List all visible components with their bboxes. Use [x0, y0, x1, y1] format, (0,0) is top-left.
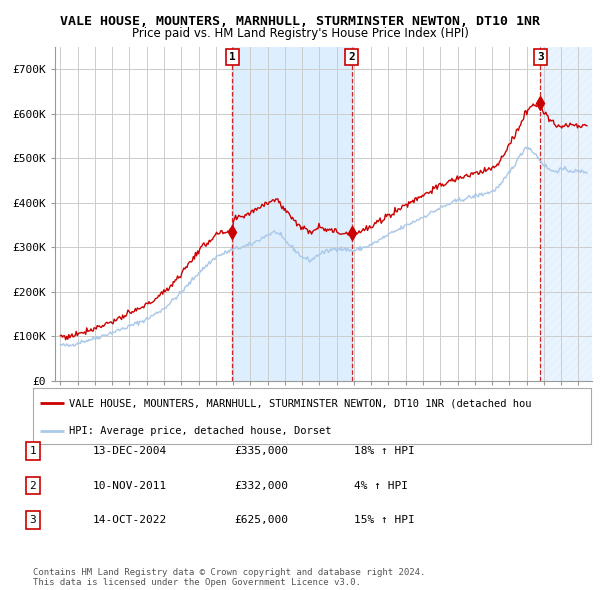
- Text: 2: 2: [29, 481, 37, 490]
- Text: VALE HOUSE, MOUNTERS, MARNHULL, STURMINSTER NEWTON, DT10 1NR (detached hou: VALE HOUSE, MOUNTERS, MARNHULL, STURMINS…: [69, 398, 532, 408]
- Text: Price paid vs. HM Land Registry's House Price Index (HPI): Price paid vs. HM Land Registry's House …: [131, 27, 469, 40]
- Bar: [540, 47, 592, 381]
- Text: HPI: Average price, detached house, Dorset: HPI: Average price, detached house, Dors…: [69, 427, 332, 437]
- Text: £335,000: £335,000: [234, 446, 288, 455]
- Text: 14-OCT-2022: 14-OCT-2022: [93, 516, 167, 525]
- Text: 18% ↑ HPI: 18% ↑ HPI: [354, 446, 415, 455]
- Text: Contains HM Land Registry data © Crown copyright and database right 2024.
This d: Contains HM Land Registry data © Crown c…: [33, 568, 425, 587]
- Text: 3: 3: [29, 516, 37, 525]
- Text: 10-NOV-2011: 10-NOV-2011: [93, 481, 167, 490]
- Text: 4% ↑ HPI: 4% ↑ HPI: [354, 481, 408, 490]
- Text: 3: 3: [537, 52, 544, 61]
- Text: 13-DEC-2004: 13-DEC-2004: [93, 446, 167, 455]
- Text: £625,000: £625,000: [234, 516, 288, 525]
- Bar: [232, 47, 352, 381]
- Text: 15% ↑ HPI: 15% ↑ HPI: [354, 516, 415, 525]
- Text: 1: 1: [29, 446, 37, 455]
- Text: 2: 2: [348, 52, 355, 61]
- Text: VALE HOUSE, MOUNTERS, MARNHULL, STURMINSTER NEWTON, DT10 1NR: VALE HOUSE, MOUNTERS, MARNHULL, STURMINS…: [60, 15, 540, 28]
- Text: £332,000: £332,000: [234, 481, 288, 490]
- Text: 1: 1: [229, 52, 236, 61]
